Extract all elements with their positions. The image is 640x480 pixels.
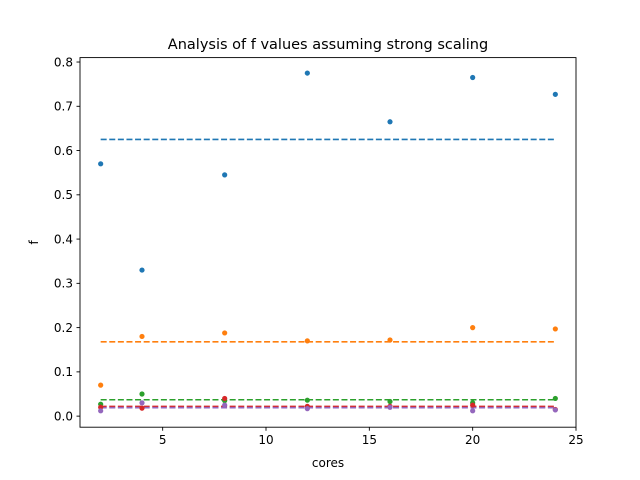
data-point-series-3 xyxy=(552,395,558,402)
chart-title: Analysis of f values assuming strong sca… xyxy=(168,37,488,53)
data-point-series-5 xyxy=(222,402,228,408)
data-point-series-2 xyxy=(304,338,310,344)
x-axis: 5 10 15 20 25 xyxy=(159,427,584,447)
data-point-series-5 xyxy=(98,408,104,414)
data-point-series-5 xyxy=(552,407,558,413)
data-point-series-2 xyxy=(222,330,228,336)
data-point-series-5 xyxy=(304,406,310,412)
y-axis-label: f xyxy=(27,240,41,245)
y-tick-label: 0.3 xyxy=(54,277,73,291)
y-axis: 0.0 0.1 0.2 0.3 0.4 0.5 0.6 0.7 0.8 xyxy=(54,55,80,423)
data-point-series-5 xyxy=(470,408,476,414)
data-point-series-3 xyxy=(304,397,310,403)
data-point-series-5 xyxy=(387,404,393,410)
x-tick-label: 5 xyxy=(159,433,167,447)
x-axis-label: cores xyxy=(312,456,344,470)
y-tick-label: 0.6 xyxy=(54,144,73,158)
data-point-series-3 xyxy=(387,398,393,405)
data-point-series-1 xyxy=(470,74,476,81)
data-point-series-2 xyxy=(387,337,393,343)
plot-area xyxy=(98,70,558,414)
data-point-series-2 xyxy=(552,326,558,332)
data-point-series-1 xyxy=(387,119,393,125)
data-point-series-4 xyxy=(222,395,228,402)
data-point-series-2 xyxy=(470,325,476,331)
plot-frame xyxy=(79,57,577,428)
y-tick-label: 0.8 xyxy=(54,55,73,69)
y-tick-label: 0.4 xyxy=(54,232,73,246)
data-point-series-1 xyxy=(139,267,145,273)
y-tick-label: 0.7 xyxy=(54,100,73,114)
y-tick-label: 0.0 xyxy=(54,409,73,423)
x-tick-label: 20 xyxy=(465,433,480,447)
data-point-series-1 xyxy=(222,172,228,178)
data-point-series-1 xyxy=(98,161,104,167)
data-point-series-1 xyxy=(304,70,310,76)
data-point-series-5 xyxy=(139,400,145,406)
data-point-series-2 xyxy=(98,382,104,388)
data-point-series-3 xyxy=(139,391,145,397)
x-tick-label: 10 xyxy=(258,433,273,447)
data-point-series-4 xyxy=(470,402,476,408)
y-tick-label: 0.5 xyxy=(54,188,73,202)
data-point-series-2 xyxy=(139,333,145,340)
data-point-series-1 xyxy=(552,91,558,97)
y-tick-label: 0.2 xyxy=(54,321,73,335)
data-point-series-4 xyxy=(139,405,145,411)
y-tick-label: 0.1 xyxy=(54,365,73,379)
x-tick-label: 25 xyxy=(568,433,583,447)
x-tick-label: 15 xyxy=(362,433,377,447)
